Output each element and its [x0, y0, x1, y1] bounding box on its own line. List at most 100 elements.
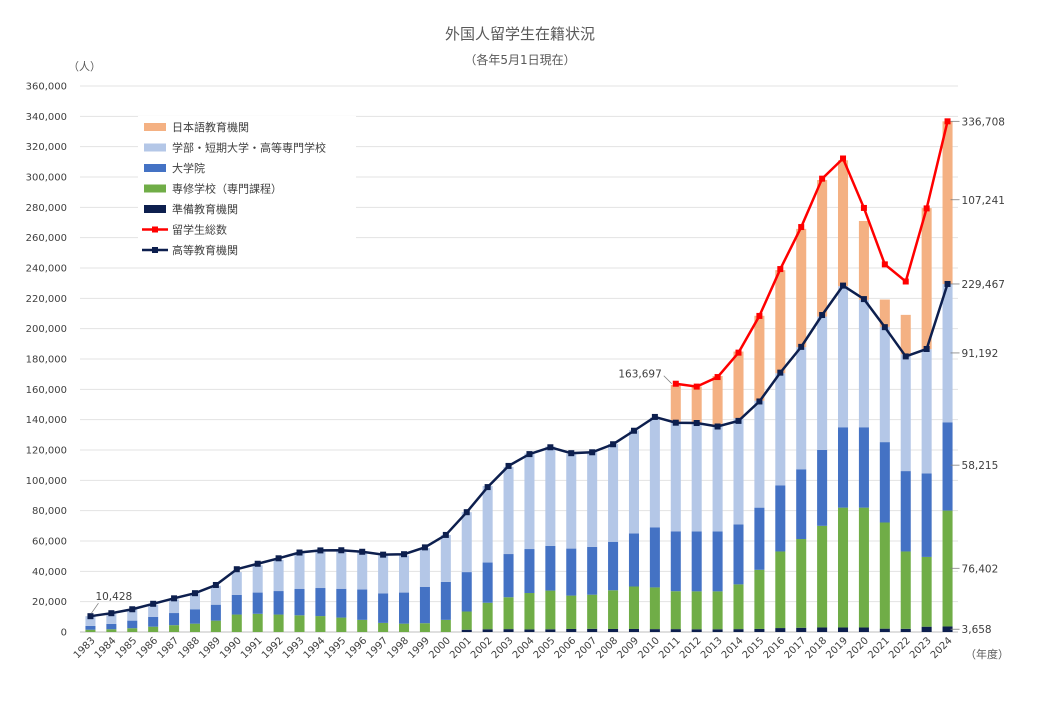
bar-segment: [670, 422, 681, 532]
legend-marker: [152, 226, 158, 233]
y-tick-label: 40,000: [32, 567, 67, 578]
bar-segment: [273, 614, 284, 632]
bar-segment: [733, 418, 744, 525]
legend-label: 日本語教育機関: [172, 120, 249, 134]
line-marker: [798, 343, 805, 350]
bar-segment: [169, 599, 180, 614]
bar-segment: [942, 283, 953, 423]
bar-segment: [900, 314, 911, 355]
leader-line: [663, 375, 673, 385]
bar-segment: [189, 623, 200, 632]
bar-segment: [649, 587, 660, 630]
bars: [85, 121, 953, 632]
line-marker: [87, 613, 94, 620]
bar-segment: [712, 629, 723, 632]
bar-segment: [817, 450, 828, 526]
x-tick-label: 1995: [323, 635, 349, 661]
bar-segment: [461, 629, 472, 632]
bar-segment: [399, 623, 410, 632]
x-tick-label: 1993: [281, 635, 307, 661]
bar-segment: [85, 616, 96, 626]
bar-segment: [503, 554, 514, 598]
x-tick-label: 2012: [678, 635, 704, 661]
y-axis-unit: （人）: [68, 60, 101, 73]
x-tick-label: 2013: [699, 635, 725, 661]
bar-segment: [796, 469, 807, 540]
x-tick-label: 1989: [197, 635, 223, 661]
bar-segment: [733, 584, 744, 630]
x-tick-label: 1996: [344, 635, 370, 661]
bar-segment: [482, 485, 493, 563]
x-tick-label: 1985: [114, 635, 140, 661]
bar-segment: [858, 627, 869, 632]
x-tick-label: 2014: [720, 635, 746, 661]
bar-segment: [545, 545, 556, 591]
line-marker: [756, 312, 763, 319]
line-marker: [610, 441, 617, 448]
bar-segment: [169, 613, 180, 626]
bar-segment: [670, 591, 681, 630]
y-tick-label: 140,000: [26, 415, 67, 426]
bar-segment: [733, 351, 744, 419]
bar-segment: [691, 423, 702, 532]
line-marker: [275, 555, 282, 562]
bar-segment: [628, 533, 639, 587]
x-tick-label: 1984: [93, 635, 119, 661]
legend-swatch: [144, 143, 166, 152]
bar-segment: [733, 629, 744, 632]
bar-segment: [587, 628, 598, 632]
bar-segment: [628, 586, 639, 629]
bar-segment: [733, 524, 744, 585]
bar-segment: [921, 556, 932, 627]
y-tick-label: 260,000: [26, 233, 67, 244]
line-marker: [484, 484, 491, 491]
x-tick-label: 2003: [490, 635, 516, 661]
bar-segment: [357, 589, 368, 620]
bar-segment: [189, 593, 200, 610]
line-marker: [505, 462, 512, 469]
bar-segment: [545, 629, 556, 632]
bar-segment: [336, 588, 347, 618]
line-marker: [171, 595, 178, 602]
bar-segment: [85, 625, 96, 630]
bar-segment: [106, 629, 117, 632]
right-value-label: 107,241: [962, 195, 1005, 207]
line-marker: [714, 423, 721, 430]
bar-segment: [503, 629, 514, 632]
line-marker: [881, 261, 888, 268]
bar-segment: [796, 539, 807, 628]
bar-segment: [942, 510, 953, 627]
line-marker: [672, 419, 679, 426]
bar-segment: [210, 620, 221, 632]
line-marker: [860, 296, 867, 303]
bar-segment: [942, 422, 953, 511]
y-tick-label: 340,000: [26, 112, 67, 123]
line-marker: [672, 380, 679, 387]
line-marker: [421, 544, 428, 551]
line-marker: [902, 278, 909, 285]
line-marker: [923, 345, 930, 352]
bar-segment: [817, 525, 828, 628]
line-marker: [777, 266, 784, 273]
bar-segment: [670, 531, 681, 592]
bar-segment: [169, 625, 180, 632]
bar-segment: [858, 427, 869, 508]
bar-segment: [461, 572, 472, 612]
x-tick-label: 1994: [302, 635, 328, 661]
bar-segment: [210, 585, 221, 605]
bar-segment: [273, 591, 284, 615]
line-marker: [840, 155, 847, 162]
bar-segment: [670, 384, 681, 423]
bar-segment: [231, 572, 242, 595]
line-marker: [756, 398, 763, 405]
line-marker: [150, 600, 157, 607]
y-tick-label: 20,000: [32, 597, 67, 608]
bar-segment: [921, 626, 932, 632]
bar-segment: [712, 375, 723, 425]
bar-segment: [294, 553, 305, 589]
line-marker: [944, 118, 951, 125]
total-2011-label: 163,697: [618, 369, 661, 381]
line-marker: [568, 450, 575, 457]
bar-segment: [378, 622, 389, 632]
bar-segment: [879, 326, 890, 443]
